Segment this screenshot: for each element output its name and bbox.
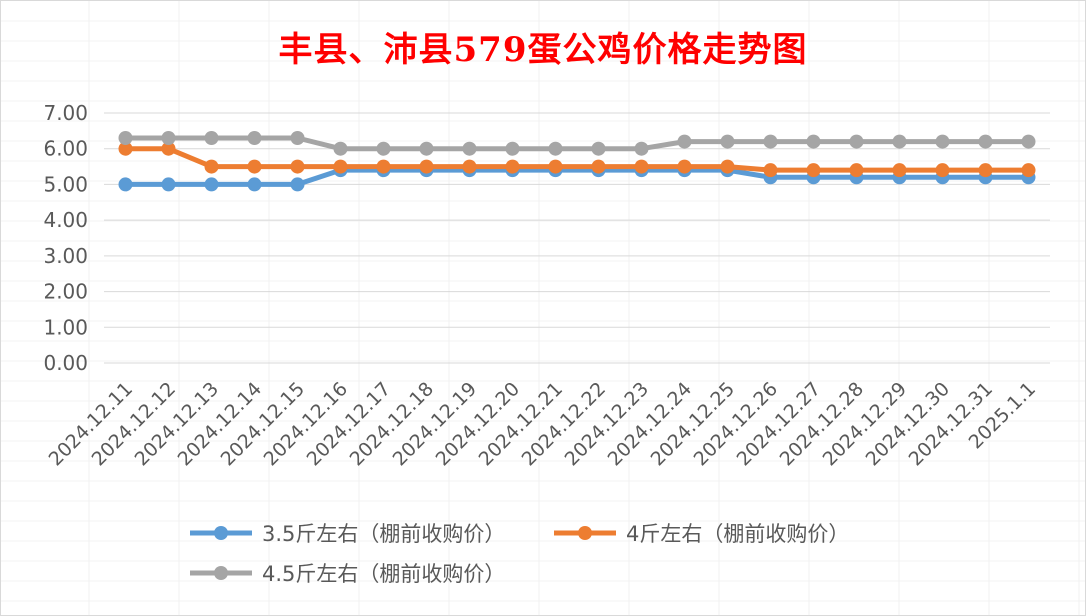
y-tick-label: 5.00 — [43, 172, 88, 196]
data-point — [204, 159, 219, 174]
y-tick-label: 6.00 — [43, 137, 88, 161]
series-line — [123, 135, 1031, 152]
data-point — [634, 141, 649, 156]
data-point — [677, 159, 692, 174]
data-point — [118, 141, 133, 156]
data-point — [419, 141, 434, 156]
data-point — [333, 159, 348, 174]
chart-title: 丰县、沛县579蛋公鸡价格走势图 — [278, 30, 808, 70]
data-point — [591, 141, 606, 156]
data-point — [720, 159, 735, 174]
series-layer — [118, 131, 1036, 192]
data-point — [763, 134, 778, 149]
data-point — [978, 134, 993, 149]
data-point — [548, 159, 563, 174]
series-3 — [118, 131, 1036, 156]
y-tick-label: 3.00 — [43, 244, 88, 268]
series-line — [123, 167, 1031, 187]
data-point — [591, 159, 606, 174]
data-point — [462, 141, 477, 156]
data-point — [290, 131, 305, 145]
legend-item-series-1: 3.5斤左右（棚前收购价） — [188, 518, 505, 548]
data-point — [419, 159, 434, 174]
data-point — [892, 134, 907, 149]
data-point — [935, 134, 950, 149]
data-point — [462, 159, 477, 174]
data-point — [118, 177, 133, 192]
data-point — [978, 163, 993, 178]
legend-swatch-series-1 — [190, 526, 252, 540]
data-point — [247, 131, 262, 145]
series-line — [123, 146, 1031, 173]
data-point — [290, 159, 305, 174]
legend-item-series-3: 4.5斤左右（棚前收购价） — [188, 558, 505, 588]
data-point — [161, 131, 176, 145]
data-point — [806, 134, 821, 149]
data-point — [763, 163, 778, 178]
data-point — [806, 163, 821, 178]
legend-item-series-2: 4斤左右（棚前收购价） — [552, 518, 849, 548]
y-tick-label: 2.00 — [43, 280, 88, 304]
data-point — [247, 159, 262, 174]
data-point — [161, 177, 176, 192]
data-point — [935, 163, 950, 178]
data-point — [677, 134, 692, 149]
data-point — [118, 131, 133, 145]
data-point — [505, 159, 520, 174]
gridlines — [104, 112, 1050, 364]
data-point — [204, 131, 219, 145]
x-axis-tick-labels: 2024.12.112024.12.122024.12.132024.12.14… — [45, 378, 1040, 470]
legend-label-series-2: 4斤左右（棚前收购价） — [626, 522, 850, 546]
series-2 — [118, 141, 1036, 178]
data-point — [892, 163, 907, 178]
data-point — [333, 141, 348, 156]
data-point — [1021, 163, 1036, 178]
legend-label-series-1: 3.5斤左右（棚前收购价） — [262, 522, 506, 546]
data-point — [204, 177, 219, 192]
data-point — [1021, 134, 1036, 149]
data-point — [720, 134, 735, 149]
y-axis-tick-labels: 0.00 1.00 2.00 3.00 4.00 5.00 6.00 7.00 — [43, 101, 88, 375]
legend-label-series-3: 4.5斤左右（棚前收购价） — [262, 562, 506, 586]
data-point — [849, 163, 864, 178]
data-point — [849, 134, 864, 149]
y-tick-label: 0.00 — [43, 351, 88, 375]
data-point — [505, 141, 520, 156]
legend-swatch-series-3 — [190, 566, 252, 580]
data-point — [548, 141, 563, 156]
data-point — [376, 159, 391, 174]
data-point — [376, 141, 391, 156]
data-point — [161, 141, 176, 156]
y-tick-label: 7.00 — [43, 101, 88, 125]
data-point — [290, 177, 305, 192]
data-point — [247, 177, 262, 192]
y-tick-label: 1.00 — [43, 315, 88, 339]
data-point — [634, 159, 649, 174]
legend-swatch-series-2 — [554, 526, 616, 540]
y-tick-label: 4.00 — [43, 208, 88, 232]
